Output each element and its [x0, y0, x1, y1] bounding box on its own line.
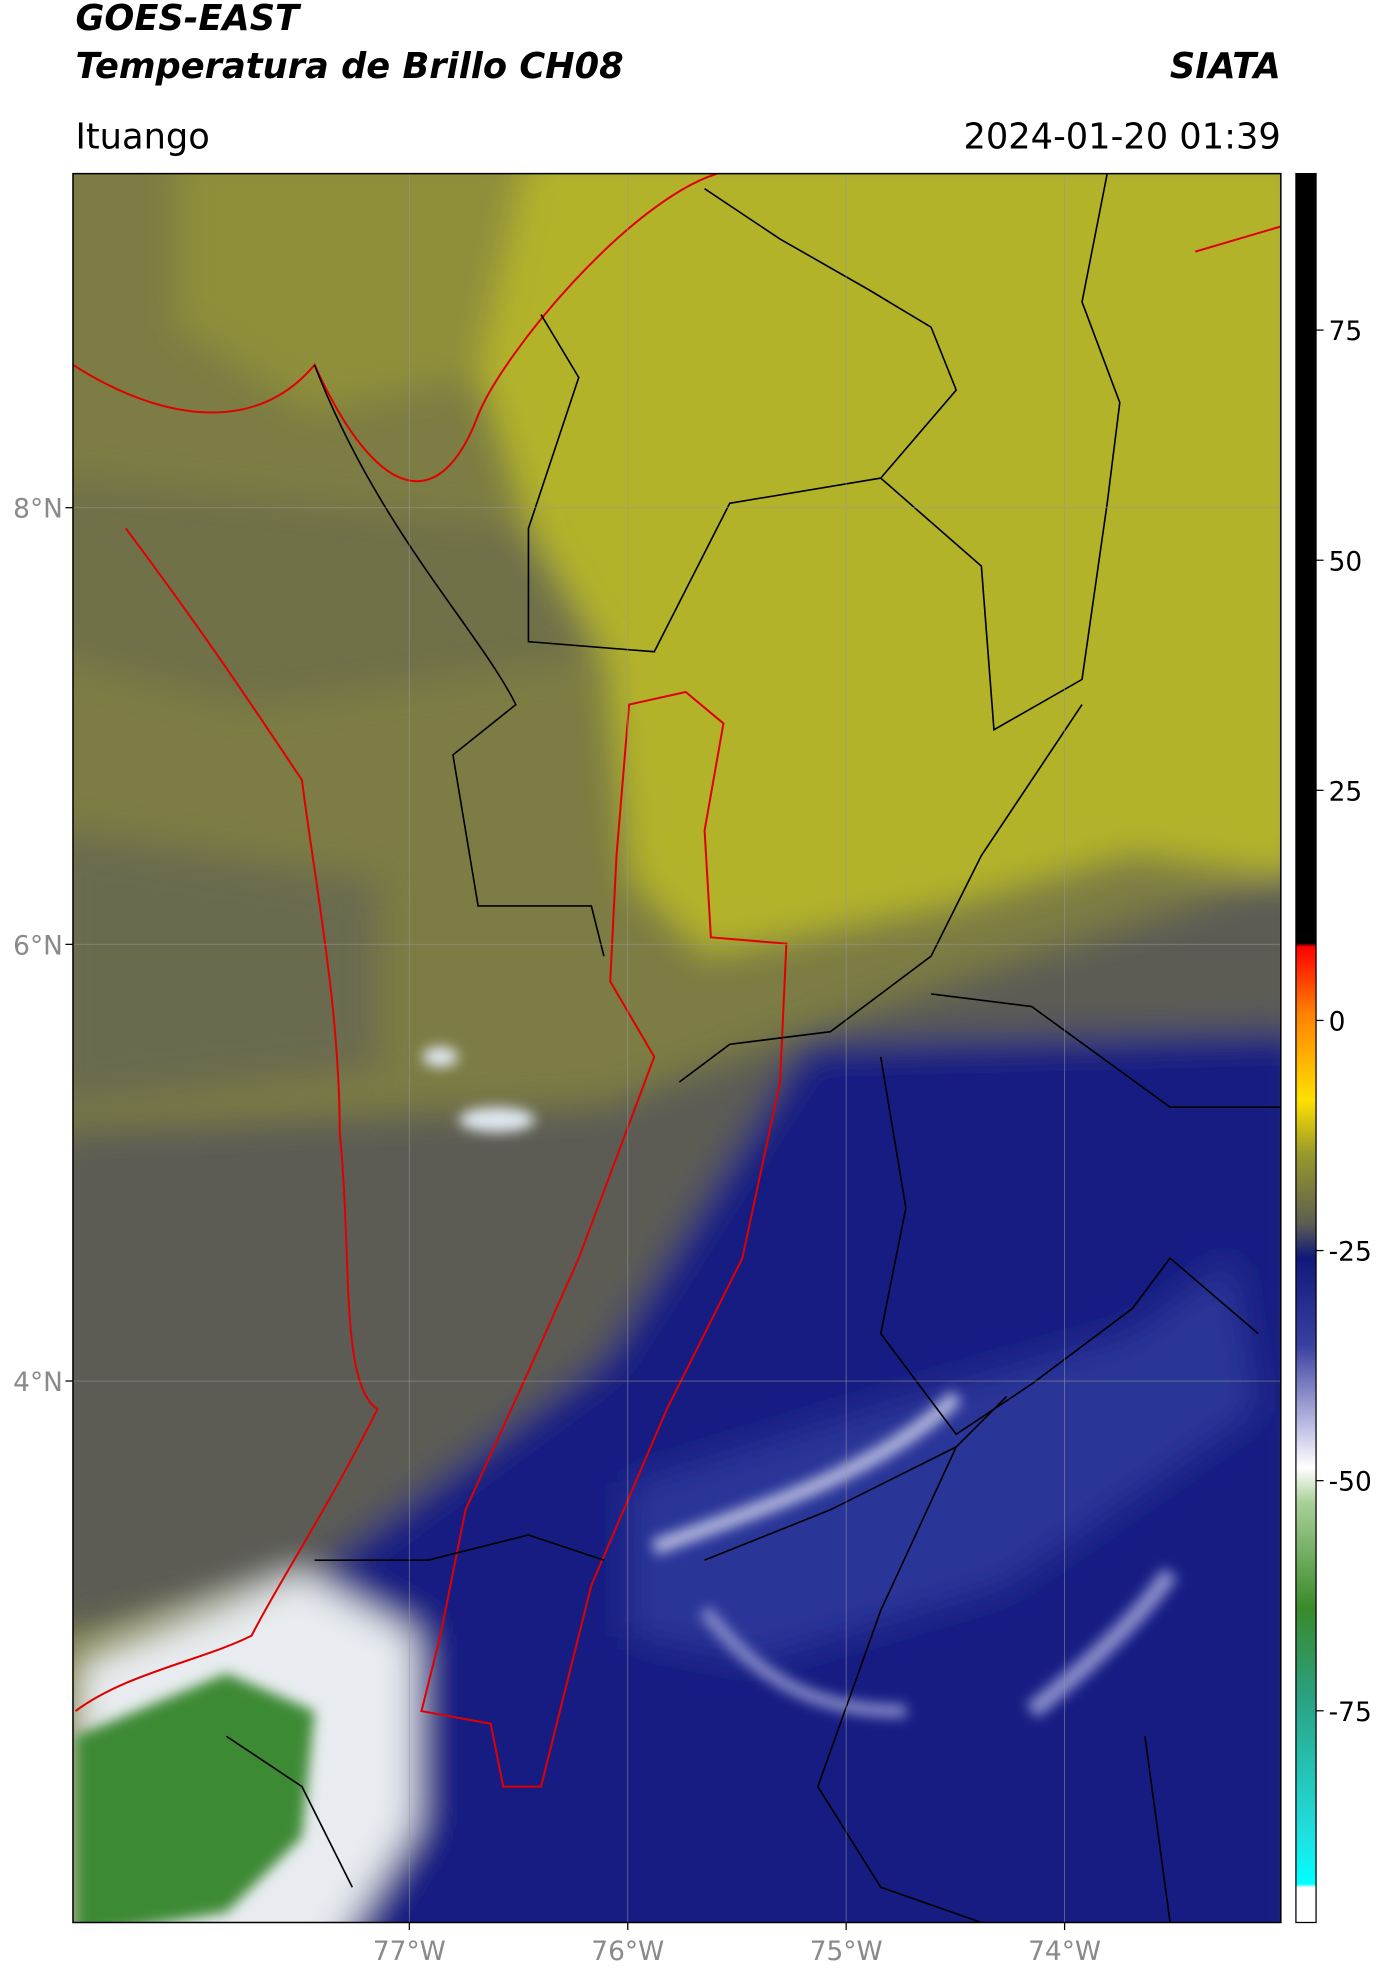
x-tick-label: 76°W	[591, 1936, 664, 1967]
x-tick-label: 75°W	[810, 1936, 883, 1967]
title-line2: Temperatura de Brillo CH08	[75, 46, 623, 87]
location: Ituango	[75, 116, 209, 157]
colorbar-tick-label: -50	[1329, 1467, 1372, 1498]
colorbar-tick-label: -75	[1329, 1697, 1372, 1728]
y-tick-label: 8°N	[13, 494, 63, 525]
datetime: 2024-01-20 01:39	[963, 116, 1280, 157]
title-line1: GOES-EAST	[75, 0, 302, 39]
y-tick-label: 6°N	[13, 930, 63, 961]
colorbar-tick-label: -25	[1329, 1237, 1372, 1268]
y-tick-label: 4°N	[13, 1367, 63, 1398]
tick-layer: 77°W 76°W 75°W 74°W 8°N 6°N 4°N 75 50 25 0 -25 -50 -7…	[13, 316, 1372, 1967]
colorbar-tick-label: 25	[1329, 776, 1363, 807]
map-imagery	[72, 173, 1281, 1923]
source: SIATA	[1170, 46, 1281, 87]
colorbar-tick-label: 50	[1329, 546, 1363, 577]
colorbar-tick-label: 0	[1329, 1007, 1346, 1038]
map-frame	[72, 172, 1282, 1924]
x-tick-label: 74°W	[1028, 1936, 1101, 1967]
colorbar-tick-label: 75	[1329, 316, 1363, 347]
gridlines	[72, 173, 1281, 1923]
x-tick-label: 77°W	[373, 1936, 446, 1967]
colorbar	[1295, 172, 1317, 1924]
